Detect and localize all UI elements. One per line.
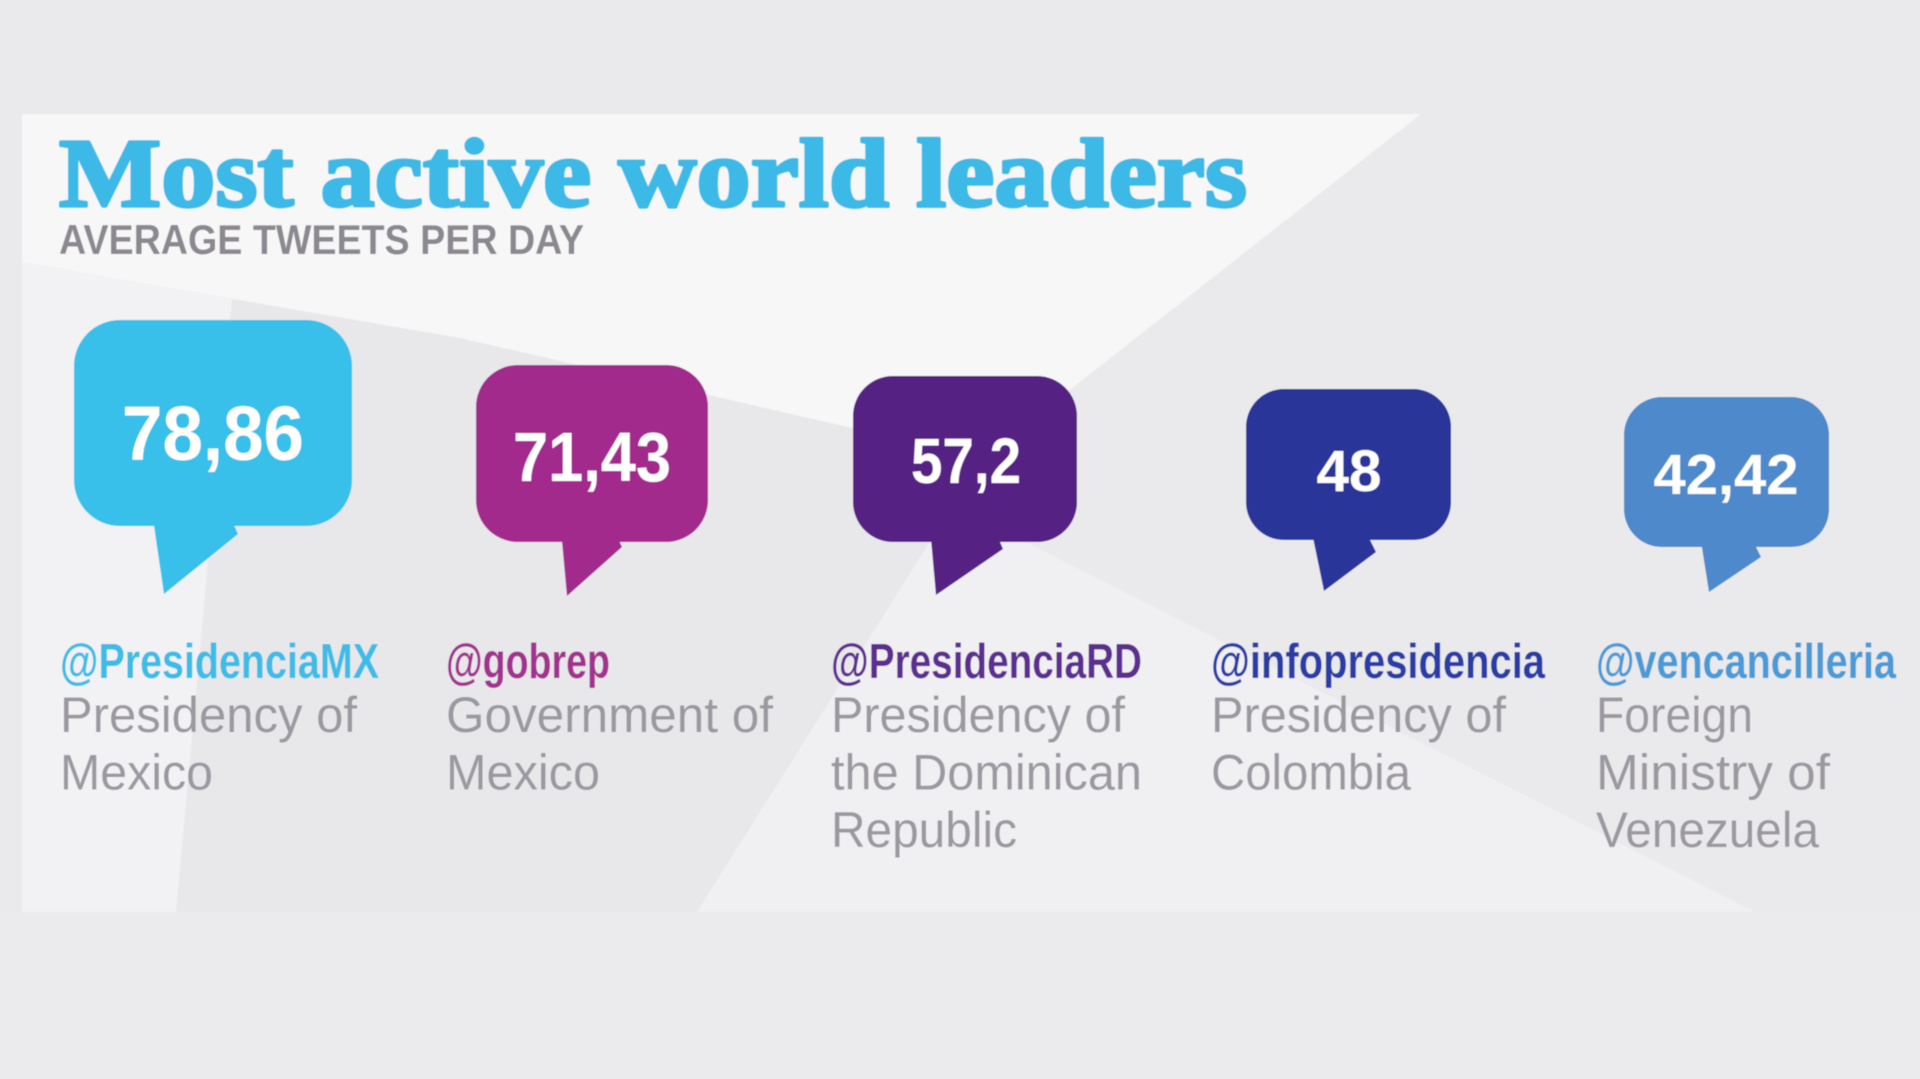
svg-text:Mexico: Mexico — [60, 745, 213, 801]
svg-text:Mexico: Mexico — [446, 745, 600, 801]
svg-text:57,2: 57,2 — [911, 425, 1021, 497]
svg-text:@infopresidencia: @infopresidencia — [1211, 635, 1546, 689]
svg-text:@PresidenciaMX: @PresidenciaMX — [60, 635, 379, 689]
svg-text:42,42: 42,42 — [1654, 443, 1799, 507]
svg-text:Republic: Republic — [831, 802, 1017, 858]
svg-text:78,86: 78,86 — [122, 391, 304, 477]
svg-text:71,43: 71,43 — [513, 418, 671, 496]
svg-text:AVERAGE TWEETS PER DAY: AVERAGE TWEETS PER DAY — [59, 216, 584, 263]
svg-text:Presidency of: Presidency of — [831, 687, 1125, 743]
svg-text:Foreign: Foreign — [1596, 687, 1753, 743]
svg-text:Most active world leaders: Most active world leaders — [59, 120, 1247, 228]
svg-text:@PresidenciaRD: @PresidenciaRD — [831, 635, 1142, 689]
svg-text:Presidency of: Presidency of — [1211, 687, 1506, 743]
svg-text:Colombia: Colombia — [1211, 745, 1411, 801]
svg-text:@gobrep: @gobrep — [446, 635, 610, 689]
svg-text:Government of: Government of — [446, 687, 773, 743]
svg-text:@vencancilleria: @vencancilleria — [1596, 635, 1897, 689]
svg-text:Ministry of: Ministry of — [1596, 745, 1830, 801]
svg-text:the Dominican: the Dominican — [831, 745, 1142, 801]
svg-text:Presidency of: Presidency of — [60, 687, 357, 743]
svg-text:48: 48 — [1317, 439, 1382, 504]
svg-text:Venezuela: Venezuela — [1596, 802, 1819, 858]
